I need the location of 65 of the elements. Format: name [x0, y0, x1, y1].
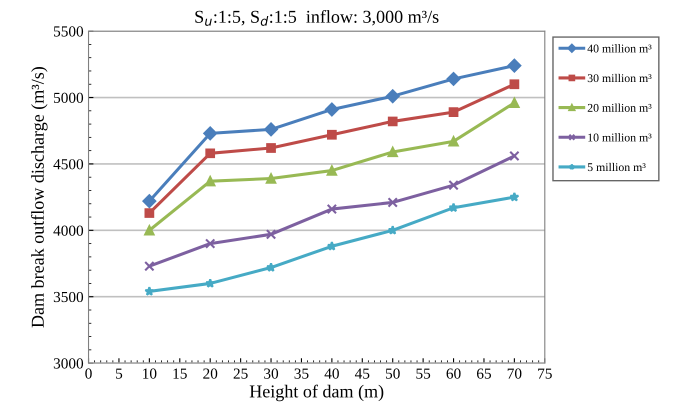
y-tick-label: 4500: [53, 159, 84, 170]
y-tick-label: 5500: [54, 26, 84, 37]
point: [509, 192, 520, 202]
x-tick-label: 65: [476, 368, 492, 379]
x-tick-label: 25: [234, 368, 248, 379]
point: [326, 204, 338, 214]
x-tick-label: 45: [354, 368, 370, 379]
point: [388, 197, 398, 208]
y-tick-label: 5000: [54, 92, 84, 103]
point: [324, 102, 339, 116]
point: [448, 107, 458, 117]
point: [205, 148, 216, 158]
point: [142, 194, 156, 208]
point: [144, 260, 155, 272]
point: [204, 176, 216, 186]
point: [326, 165, 338, 176]
y-tick-label: 4000: [53, 225, 84, 236]
point: [266, 229, 276, 240]
point: [144, 208, 154, 218]
legend-label: 40 million m³: [587, 44, 652, 52]
point: [448, 180, 459, 190]
point: [264, 122, 278, 136]
x-tick-label: 10: [143, 368, 156, 379]
point: [388, 146, 398, 158]
point: [509, 98, 520, 108]
legend-label: 20 million m³: [588, 104, 652, 112]
point: [388, 225, 398, 235]
point: [144, 286, 154, 296]
x-tick-label: 55: [416, 368, 430, 379]
point: [388, 116, 398, 126]
legend-label: 5 million m³: [588, 162, 646, 172]
point: [204, 238, 216, 249]
x-tick-label: 20: [203, 368, 218, 379]
legend-label: 30 million m³: [588, 74, 652, 82]
point: [326, 241, 337, 251]
x-tick-label: 35: [294, 368, 308, 379]
point: [203, 126, 218, 140]
x-tick-label: 40: [324, 368, 339, 379]
x-axis-title: Height of dam (m): [250, 384, 384, 402]
x-tick-label: 50: [386, 368, 400, 379]
point: [266, 173, 276, 184]
point: [266, 143, 276, 153]
chart-title: S$_{u}$:1:5, S$_{d}$:1:5 inflow: 3,000 m³/s: [195, 10, 438, 26]
y-tick-label: 3000: [54, 358, 84, 369]
x-tick-label: 30: [264, 368, 278, 379]
x-tick-label: 60: [446, 368, 461, 379]
point: [448, 202, 459, 212]
point: [448, 136, 459, 147]
point: [510, 79, 520, 90]
point: [144, 225, 155, 236]
point: [266, 262, 276, 272]
point: [509, 150, 520, 162]
x-tick-label: 70: [508, 368, 522, 379]
legend-label: 10 million m³: [588, 133, 652, 142]
y-axis-title: Dam break outflow discharge (m³/s): [30, 67, 48, 328]
point: [386, 89, 400, 104]
point: [446, 72, 460, 86]
point: [507, 58, 522, 73]
point: [205, 278, 216, 288]
point: [327, 130, 337, 140]
x-tick-label: 75: [538, 368, 552, 379]
x-tick-label: 5: [116, 368, 122, 379]
x-tick-label: 0: [85, 368, 92, 379]
x-tick-label: 15: [173, 368, 187, 379]
y-tick-label: 3500: [54, 292, 84, 302]
